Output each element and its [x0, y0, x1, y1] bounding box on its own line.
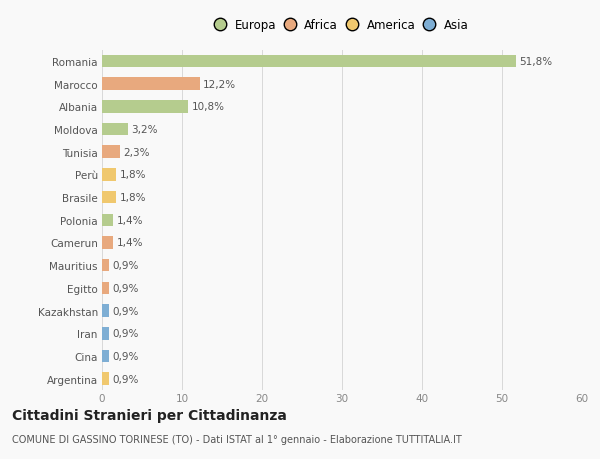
Text: 0,9%: 0,9% [112, 283, 139, 293]
Bar [102, 373, 109, 385]
Bar [102, 56, 517, 68]
Text: Cittadini Stranieri per Cittadinanza: Cittadini Stranieri per Cittadinanza [12, 409, 287, 422]
Text: 51,8%: 51,8% [520, 57, 553, 67]
Text: 1,4%: 1,4% [116, 238, 143, 248]
Text: 2,3%: 2,3% [124, 147, 150, 157]
Bar [102, 350, 109, 363]
Text: 0,9%: 0,9% [112, 351, 139, 361]
Text: 1,8%: 1,8% [119, 193, 146, 203]
Bar [102, 146, 121, 159]
Bar [102, 214, 113, 227]
Text: COMUNE DI GASSINO TORINESE (TO) - Dati ISTAT al 1° gennaio - Elaborazione TUTTIT: COMUNE DI GASSINO TORINESE (TO) - Dati I… [12, 434, 462, 444]
Text: 0,9%: 0,9% [112, 261, 139, 271]
Bar [102, 259, 109, 272]
Bar [102, 123, 128, 136]
Bar [102, 169, 116, 181]
Bar [102, 101, 188, 113]
Text: 10,8%: 10,8% [191, 102, 224, 112]
Bar [102, 305, 109, 317]
Text: 1,4%: 1,4% [116, 215, 143, 225]
Bar [102, 327, 109, 340]
Bar [102, 237, 113, 249]
Text: 12,2%: 12,2% [203, 79, 236, 90]
Text: 0,9%: 0,9% [112, 374, 139, 384]
Text: 1,8%: 1,8% [119, 170, 146, 180]
Text: 0,9%: 0,9% [112, 329, 139, 339]
Bar [102, 191, 116, 204]
Legend: Europa, Africa, America, Asia: Europa, Africa, America, Asia [212, 16, 472, 36]
Bar [102, 282, 109, 295]
Bar [102, 78, 200, 91]
Text: 0,9%: 0,9% [112, 306, 139, 316]
Text: 3,2%: 3,2% [131, 125, 157, 135]
